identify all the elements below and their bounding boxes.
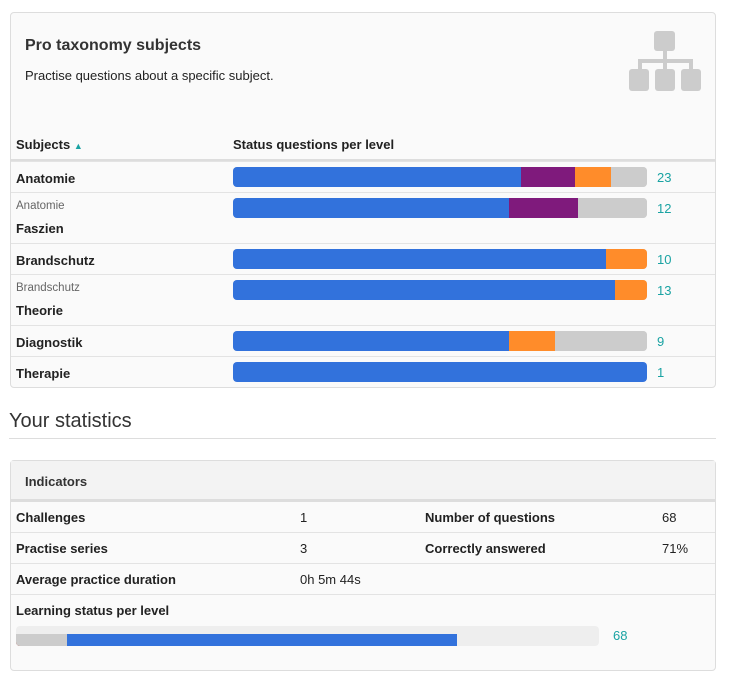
level-1-segment <box>16 634 458 646</box>
level-status-bar <box>233 331 647 351</box>
challenges-label: Challenges <box>16 510 86 525</box>
level-2-segment <box>521 167 575 187</box>
status-column-header: Status questions per level <box>233 137 395 152</box>
statistics-heading: Your statistics <box>9 410 132 432</box>
subject-row[interactable]: Anatomie 23 <box>11 161 715 192</box>
level-1-segment <box>233 280 616 300</box>
level-status-bar <box>233 167 647 187</box>
level-status-bar <box>233 249 647 269</box>
learning-label: Learning status per level <box>16 603 170 618</box>
level-4-segment <box>578 198 647 218</box>
subject-row[interactable]: Diagnostik 9 <box>11 325 715 356</box>
correct-value: 71% <box>662 541 689 556</box>
level-1-segment <box>233 249 606 269</box>
subject-name[interactable]: Faszien <box>16 221 64 236</box>
subject-name[interactable]: Brandschutz <box>16 253 95 268</box>
parent-subject: Brandschutz <box>16 282 80 294</box>
level-1-segment <box>233 167 521 187</box>
series-value: 3 <box>300 541 308 556</box>
subject-row[interactable]: Brandschutz 10 <box>11 243 715 274</box>
subject-name[interactable]: Therapie <box>16 366 71 381</box>
level-status-bar <box>233 280 647 300</box>
questions-label: Number of questions <box>425 510 556 525</box>
learning-count: 68 <box>613 628 628 643</box>
subject-row[interactable]: Brandschutz Theorie 13 <box>11 274 715 325</box>
subject-name[interactable]: Diagnostik <box>16 335 83 350</box>
divider <box>9 438 716 439</box>
sitemap-icon <box>629 31 701 91</box>
subjects-column-header[interactable]: Subjects ▲ <box>16 137 83 152</box>
level-1-segment <box>233 362 647 382</box>
indicators-title: Indicators <box>11 461 715 502</box>
subject-row[interactable]: Therapie 1 <box>11 356 715 387</box>
level-3-segment <box>615 280 647 300</box>
level-2-segment <box>509 198 578 218</box>
question-count[interactable]: 10 <box>657 252 672 267</box>
level-4-segment <box>16 634 67 646</box>
question-count[interactable]: 13 <box>657 283 672 298</box>
level-3-segment <box>575 167 611 187</box>
question-count[interactable]: 12 <box>657 201 672 216</box>
column-label: Subjects <box>16 137 71 152</box>
level-status-bar <box>233 198 647 218</box>
indicators-card: Indicators Challenges 1 Number of questi… <box>10 460 716 671</box>
challenges-value: 1 <box>300 510 308 525</box>
level-status-bar <box>233 362 647 382</box>
question-count[interactable]: 9 <box>657 334 665 349</box>
level-4-segment <box>611 167 647 187</box>
subject-name[interactable]: Theorie <box>16 303 63 318</box>
subject-name[interactable]: Anatomie <box>16 171 76 186</box>
questions-value: 68 <box>662 510 677 525</box>
learning-status-bar <box>16 626 599 646</box>
header-divider <box>11 159 715 162</box>
level-3-segment <box>605 249 647 269</box>
subjects-card: Pro taxonomy subjects Practise questions… <box>10 12 716 388</box>
card-subtitle: Practise questions about a specific subj… <box>25 68 274 83</box>
duration-value: 0h 5m 44s <box>300 572 361 587</box>
level-4-segment <box>555 331 647 351</box>
question-count[interactable]: 23 <box>657 170 672 185</box>
correct-label: Correctly answered <box>425 541 546 556</box>
level-1-segment <box>233 198 509 218</box>
series-label: Practise series <box>16 541 108 556</box>
level-1-segment <box>233 331 509 351</box>
card-title: Pro taxonomy subjects <box>25 37 202 54</box>
level-3-segment <box>509 331 555 351</box>
subject-row[interactable]: Anatomie Faszien 12 <box>11 192 715 243</box>
sort-ascending-icon: ▲ <box>73 141 83 151</box>
parent-subject: Anatomie <box>16 200 65 212</box>
question-count[interactable]: 1 <box>657 365 665 380</box>
duration-label: Average practice duration <box>16 572 176 587</box>
